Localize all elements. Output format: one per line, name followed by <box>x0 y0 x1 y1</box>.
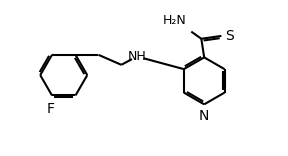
Text: F: F <box>47 102 54 116</box>
Text: NH: NH <box>128 50 147 63</box>
Text: H₂N: H₂N <box>163 14 187 27</box>
Text: S: S <box>225 29 234 43</box>
Text: N: N <box>199 109 209 123</box>
